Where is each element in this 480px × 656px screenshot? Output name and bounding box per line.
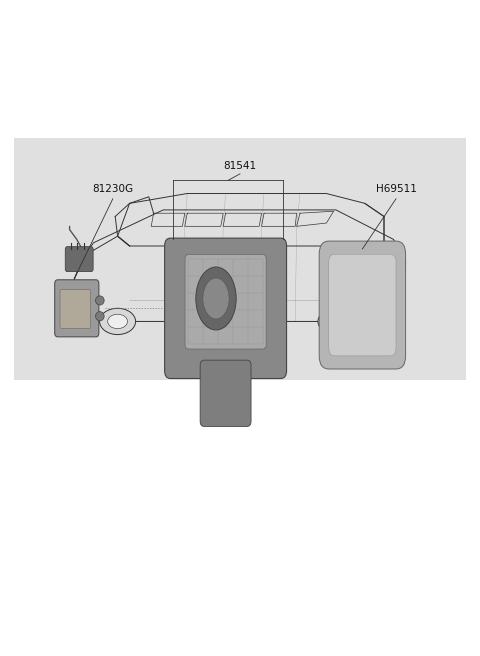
- Ellipse shape: [318, 308, 354, 335]
- FancyBboxPatch shape: [185, 255, 266, 349]
- FancyBboxPatch shape: [357, 274, 373, 297]
- FancyBboxPatch shape: [60, 290, 91, 328]
- Ellipse shape: [203, 278, 229, 319]
- FancyBboxPatch shape: [14, 138, 466, 380]
- FancyBboxPatch shape: [55, 279, 99, 337]
- Ellipse shape: [100, 308, 136, 335]
- Ellipse shape: [108, 314, 128, 329]
- Text: 81541: 81541: [223, 161, 257, 171]
- Text: 81230G: 81230G: [92, 184, 133, 194]
- Text: H69511: H69511: [375, 184, 417, 194]
- FancyBboxPatch shape: [200, 360, 251, 426]
- FancyBboxPatch shape: [319, 241, 406, 369]
- Ellipse shape: [196, 267, 236, 330]
- FancyBboxPatch shape: [65, 247, 93, 272]
- FancyBboxPatch shape: [165, 238, 287, 379]
- Ellipse shape: [326, 314, 346, 329]
- FancyBboxPatch shape: [329, 254, 396, 356]
- Ellipse shape: [96, 296, 104, 305]
- Ellipse shape: [96, 312, 104, 321]
